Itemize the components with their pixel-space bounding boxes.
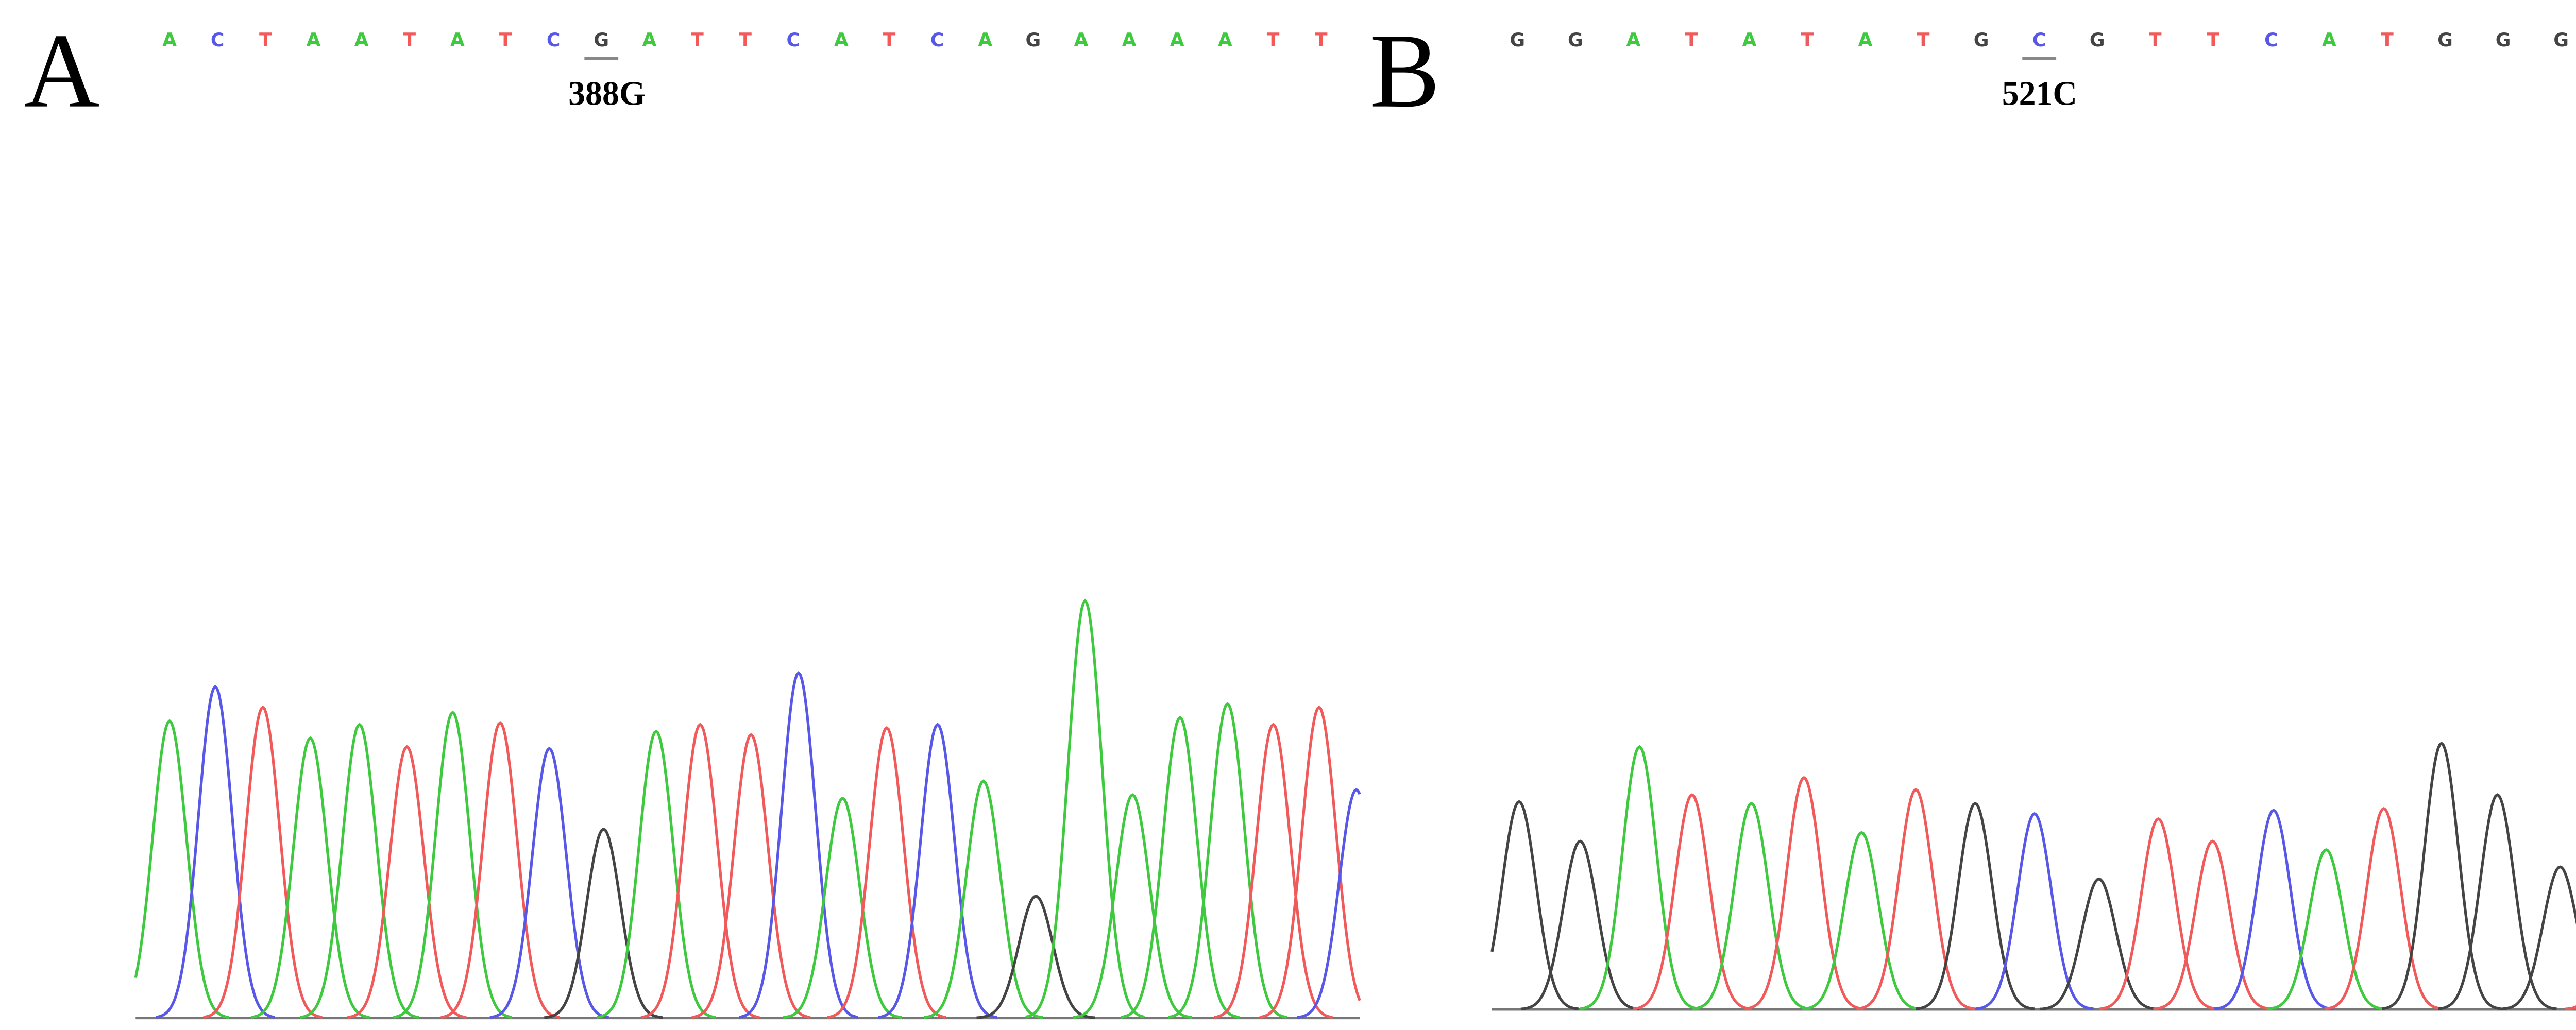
trace-peak	[393, 710, 513, 1019]
base-call: T	[739, 29, 752, 51]
trace-peak	[544, 828, 663, 1019]
base-call: T	[259, 29, 272, 51]
base-call: A	[1218, 29, 1233, 51]
trace-peak	[597, 729, 716, 1019]
trace-peak	[1744, 776, 1863, 1010]
trace-peak	[2098, 817, 2218, 1010]
base-call: A	[162, 29, 177, 51]
trace-peak	[1213, 723, 1333, 1019]
trace-peak	[783, 796, 902, 1019]
base-call: G	[2437, 29, 2453, 51]
base-call: A	[1626, 29, 1641, 51]
trace-peak	[2500, 865, 2576, 1010]
base-call: A	[306, 29, 321, 51]
base-call: G	[1568, 29, 1583, 51]
mutation-label: 521C	[2002, 75, 2077, 112]
base-call: A	[450, 29, 465, 51]
base-call: C	[2264, 29, 2278, 51]
trace-peak	[1025, 598, 1145, 1019]
trace-peak	[640, 723, 760, 1019]
trace-peak	[300, 723, 419, 1019]
trace-peak	[1297, 788, 1361, 1019]
base-call: T	[883, 29, 896, 51]
base-call: T	[1315, 29, 1328, 51]
base-call: T	[2381, 29, 2394, 51]
trace-peak	[878, 723, 997, 1019]
base-call: T	[2149, 29, 2162, 51]
trace-peak	[2153, 839, 2272, 1010]
base-call: A	[834, 29, 849, 51]
base-call: T	[1267, 29, 1280, 51]
base-call: T	[1685, 29, 1698, 51]
base-call: G	[1974, 29, 1989, 51]
base-call: A	[1074, 29, 1089, 51]
trace-peak	[1073, 793, 1192, 1019]
base-call: A	[1742, 29, 1757, 51]
trace-peak	[1520, 839, 1640, 1010]
trace-peak	[489, 746, 609, 1019]
trace-peak	[976, 895, 1095, 1019]
base-call: C	[547, 29, 561, 51]
trace-peak	[440, 720, 560, 1019]
trace-peak	[1975, 812, 2094, 1010]
base-call: G	[2090, 29, 2105, 51]
trace-peak	[924, 779, 1043, 1019]
trace-peak	[2214, 809, 2333, 1010]
trace-peak	[1691, 801, 1811, 1010]
base-call: T	[2207, 29, 2219, 51]
base-call: C	[2032, 29, 2046, 51]
trace-peak	[1120, 715, 1240, 1019]
trace-peak	[1632, 793, 1752, 1010]
base-call: C	[211, 29, 225, 51]
trace-peak	[250, 736, 370, 1019]
panel-letter: A	[24, 12, 99, 130]
trace-peak	[1167, 702, 1287, 1019]
panel-letter: B	[1370, 12, 1440, 130]
trace-peak	[134, 719, 229, 1019]
base-call: A	[978, 29, 993, 51]
mutation-label: 388G	[568, 75, 646, 112]
base-call: G	[1510, 29, 1525, 51]
base-call: T	[499, 29, 512, 51]
base-call: A	[642, 29, 657, 51]
trace-peak	[1856, 788, 1976, 1010]
trace-peak	[691, 733, 811, 1019]
base-call: G	[2496, 29, 2511, 51]
base-call: C	[786, 29, 800, 51]
base-call: T	[1917, 29, 1930, 51]
trace-peak	[1259, 705, 1361, 1019]
base-call: C	[930, 29, 944, 51]
trace-peak	[739, 671, 858, 1019]
trace-peak	[347, 745, 467, 1019]
trace-peak	[156, 684, 275, 1019]
trace-peak	[1802, 831, 1921, 1010]
base-call: T	[403, 29, 416, 51]
trace-peak	[1916, 801, 2035, 1010]
trace-peak	[827, 726, 946, 1019]
base-call: G	[1026, 29, 1041, 51]
trace-peak	[1490, 800, 1579, 1010]
base-call: A	[2322, 29, 2337, 51]
base-call: G	[2553, 29, 2569, 51]
trace-peak	[2382, 741, 2501, 1010]
base-call: A	[1170, 29, 1185, 51]
trace-peak	[2266, 848, 2386, 1010]
base-call: G	[594, 29, 609, 51]
trace-peak	[2039, 877, 2159, 1010]
trace-peak	[2324, 806, 2444, 1010]
base-call: A	[354, 29, 369, 51]
base-call: T	[691, 29, 704, 51]
trace-peak	[203, 705, 323, 1019]
base-call: T	[1801, 29, 1814, 51]
trace-peak	[2437, 793, 2557, 1010]
base-call: A	[1122, 29, 1137, 51]
trace-peak	[1580, 745, 1699, 1010]
base-call: A	[1858, 29, 1873, 51]
